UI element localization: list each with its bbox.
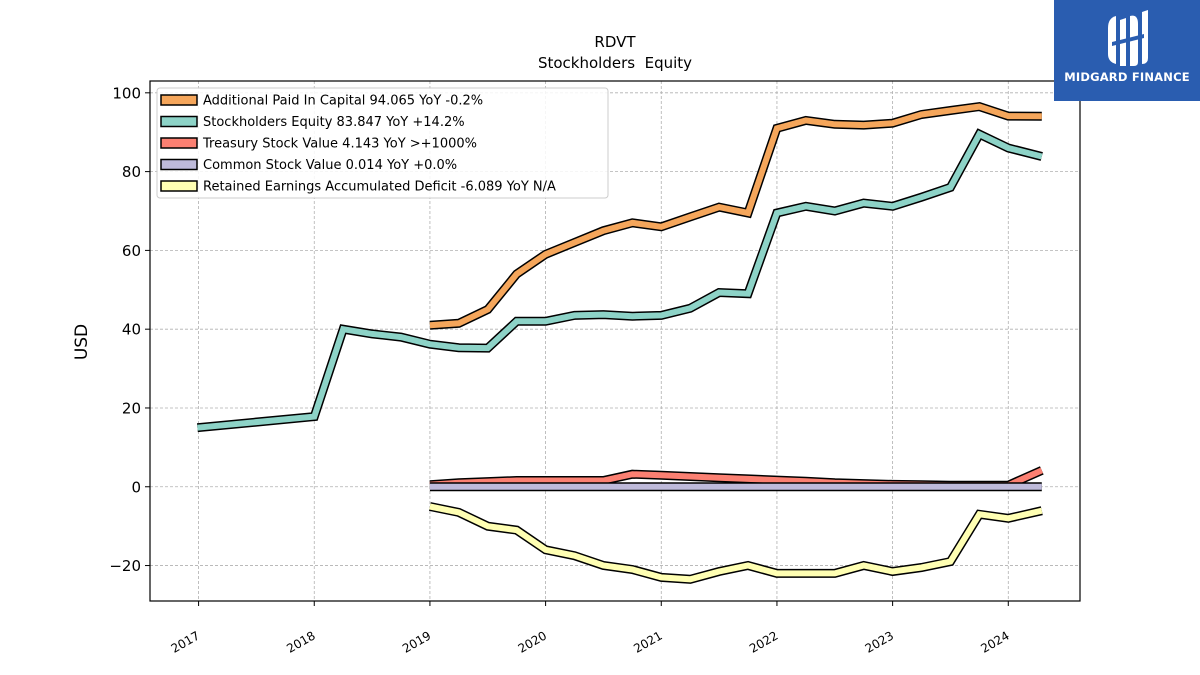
x-tick-label: 2018 xyxy=(284,628,317,655)
series-line-0 xyxy=(429,102,1042,330)
y-axis-label: USD xyxy=(72,324,92,360)
legend-swatch xyxy=(160,137,198,149)
legend-entry: Stockholders Equity 83.847 YoY +14.2% xyxy=(203,115,465,130)
plot-frame xyxy=(149,80,1081,602)
chart-subtitle: Stockholders Equity xyxy=(538,54,692,72)
series-stroke xyxy=(429,503,1043,583)
x-tick-label: 2021 xyxy=(631,628,664,655)
x-tick-label: 2022 xyxy=(747,628,780,655)
y-tick-label: 40 xyxy=(122,321,141,339)
x-tick-label: 2019 xyxy=(400,628,433,655)
legend-swatch xyxy=(160,94,198,106)
y-tick-label: 100 xyxy=(112,84,141,102)
legend-box xyxy=(156,87,609,199)
x-tick-label: 2023 xyxy=(863,628,896,655)
x-tick-label: 2020 xyxy=(516,628,549,655)
y-tick-label: 0 xyxy=(131,478,141,496)
chart-title: RDVT xyxy=(594,33,636,51)
x-tick-label: 2017 xyxy=(169,628,202,655)
legend: Additional Paid In Capital 94.065 YoY -0… xyxy=(156,87,609,199)
legend-swatch xyxy=(160,158,198,171)
logo-text: MIDGARD FINANCE xyxy=(1064,70,1190,84)
legend-entry: Treasury Stock Value 4.143 YoY >+1000% xyxy=(202,137,477,152)
series-lines xyxy=(196,102,1044,584)
legend-swatch xyxy=(160,180,198,192)
x-tick-label: 2024 xyxy=(978,628,1011,655)
brand-logo: MIDGARD FINANCE xyxy=(1054,0,1200,101)
legend-entry: Common Stock Value 0.014 YoY +0.0% xyxy=(203,158,457,173)
y-tick-label: −20 xyxy=(109,557,141,575)
series-stroke xyxy=(197,130,1043,431)
y-tick-label: 60 xyxy=(122,242,141,260)
legend-swatch xyxy=(160,115,198,128)
y-tick-label: 20 xyxy=(122,399,141,417)
logo-mark-icon xyxy=(1108,10,1148,67)
legend-entry: Additional Paid In Capital 94.065 YoY -0… xyxy=(203,94,483,109)
series-stroke xyxy=(429,103,1042,329)
y-tick-label: 80 xyxy=(122,163,141,181)
series-line-4 xyxy=(428,502,1043,584)
series-line-1 xyxy=(196,128,1043,433)
legend-entry: Retained Earnings Accumulated Deficit -6… xyxy=(203,180,556,195)
